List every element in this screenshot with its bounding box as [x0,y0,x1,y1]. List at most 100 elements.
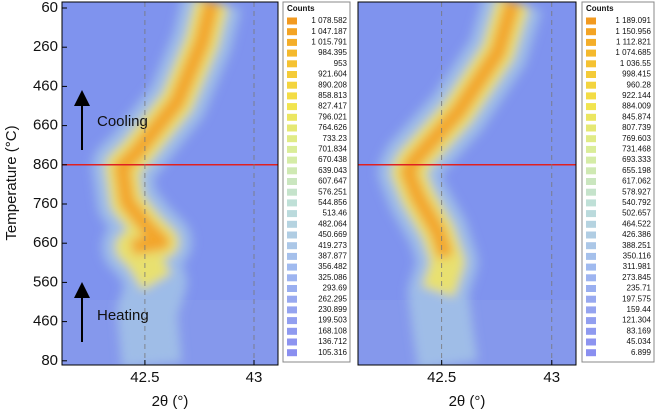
legend-swatch [586,210,596,218]
legend-swatch [287,81,297,89]
legend-label: 513.46 [323,209,348,218]
legend-swatch [586,167,596,175]
legend-swatch [586,220,596,228]
legend-label: 731.468 [622,145,651,154]
legend-swatch [287,28,297,36]
legend-label: 845.874 [622,112,651,121]
y-tick-label: 760 [33,195,58,212]
legend-label: 617.062 [622,177,651,186]
legend-swatch [287,17,297,25]
legend-title: Counts [586,4,614,13]
legend-swatch [586,113,596,121]
legend-swatch [287,113,297,121]
legend-label: 733.23 [323,134,348,143]
legend-swatch [586,263,596,271]
legend-label: 884.009 [622,102,651,111]
legend-swatch [586,81,596,89]
y-tick-label: 60 [41,0,58,16]
y-tick-label: 660 [33,117,58,134]
legend-label: 1 015.791 [311,38,347,47]
legend-label: 450.669 [318,230,347,239]
legend-swatch [586,295,596,303]
legend-swatch [287,242,297,250]
legend-label: 769.603 [622,134,651,143]
y-axis-label: Temperature (°C) [3,125,20,240]
legend-swatch [586,274,596,282]
legend-title: Counts [287,4,315,13]
legend-label: 273.845 [622,273,651,282]
legend-label: 693.333 [622,155,651,164]
legend-label: 576.251 [318,187,347,196]
legend-label: 807.739 [622,123,651,132]
legend-label: 325.086 [318,273,347,282]
x-axis-label: 2θ (°) [152,393,189,410]
legend-label: 464.522 [622,219,651,228]
legend-swatch [586,188,596,196]
legend-swatch [287,220,297,228]
x-tick-label: 43 [543,369,560,386]
legend-swatch [586,338,596,346]
plot-frame [61,1,279,366]
legend-label: 350.116 [623,252,652,261]
legend-swatch [287,60,297,68]
legend-swatch [586,17,596,25]
x-tick-label: 42.5 [427,369,456,386]
legend-label: 1 112.821 [616,38,652,47]
legend-swatch [287,124,297,132]
legend-label: 701.834 [318,145,347,154]
legend-label: 426.386 [622,230,651,239]
legend-label: 230.899 [318,305,347,314]
plot-frame [357,1,577,366]
legend-swatch [586,71,596,78]
legend-label: 827.417 [318,102,347,111]
legend-label: 356.482 [318,262,347,271]
x-tick-label: 43 [246,369,263,386]
legend-swatch [586,135,596,143]
heatmap-image [62,2,278,365]
legend-label: 45.034 [627,337,652,346]
legend-label: 1 036.55 [620,59,652,68]
legend-swatch [586,285,596,292]
legend-label: 311.981 [623,262,652,271]
legend-label: 159.44 [627,305,652,314]
legend-swatch [586,252,596,260]
legend-label: 1 189.091 [615,16,651,25]
legend-swatch [586,28,596,36]
legend-label: 419.273 [318,241,347,250]
legend-swatch [586,49,596,57]
legend-label: 121.304 [622,316,651,325]
legend-swatch [287,135,297,143]
annotation: Heating [97,307,149,324]
legend-label: 922.144 [622,91,651,100]
y-tick-label: 260 [33,38,58,55]
legend-label: 998.415 [622,70,651,79]
legend-swatch [287,349,297,357]
legend-label: 984.395 [318,48,347,57]
legend-label: 482.064 [318,219,347,228]
legend-swatch [586,103,596,111]
legend-label: 1 150.956 [615,27,651,36]
legend-label: 235.71 [627,284,652,293]
legend-swatch [287,231,297,239]
legend-label: 199.503 [318,316,347,325]
axes: 42.5 43 2θ (°) 60 260 460 660 860 760 660 560 460 80… [33,0,655,410]
legend-swatch [586,306,596,314]
legend-swatch [287,156,297,164]
legend-swatch [287,199,297,207]
legend-swatch [586,92,596,100]
legend-label: 83.169 [627,326,652,335]
legend-label: 858.813 [318,91,347,100]
legend-label: 136.712 [318,337,347,346]
legend-label: 1 047.187 [311,27,347,36]
legend-swatch [586,317,596,325]
legend-swatch [586,38,596,46]
y-tick-label: 460 [33,313,58,330]
legend-swatch [287,274,297,282]
legend-swatch [586,349,596,357]
x-tick-label: 42.5 [130,369,159,386]
legend-label: 607.647 [318,177,347,186]
legend-swatch [586,199,596,207]
legend-label: 105.316 [318,348,347,357]
legend-swatch [586,327,596,335]
legend-swatch [586,145,596,153]
